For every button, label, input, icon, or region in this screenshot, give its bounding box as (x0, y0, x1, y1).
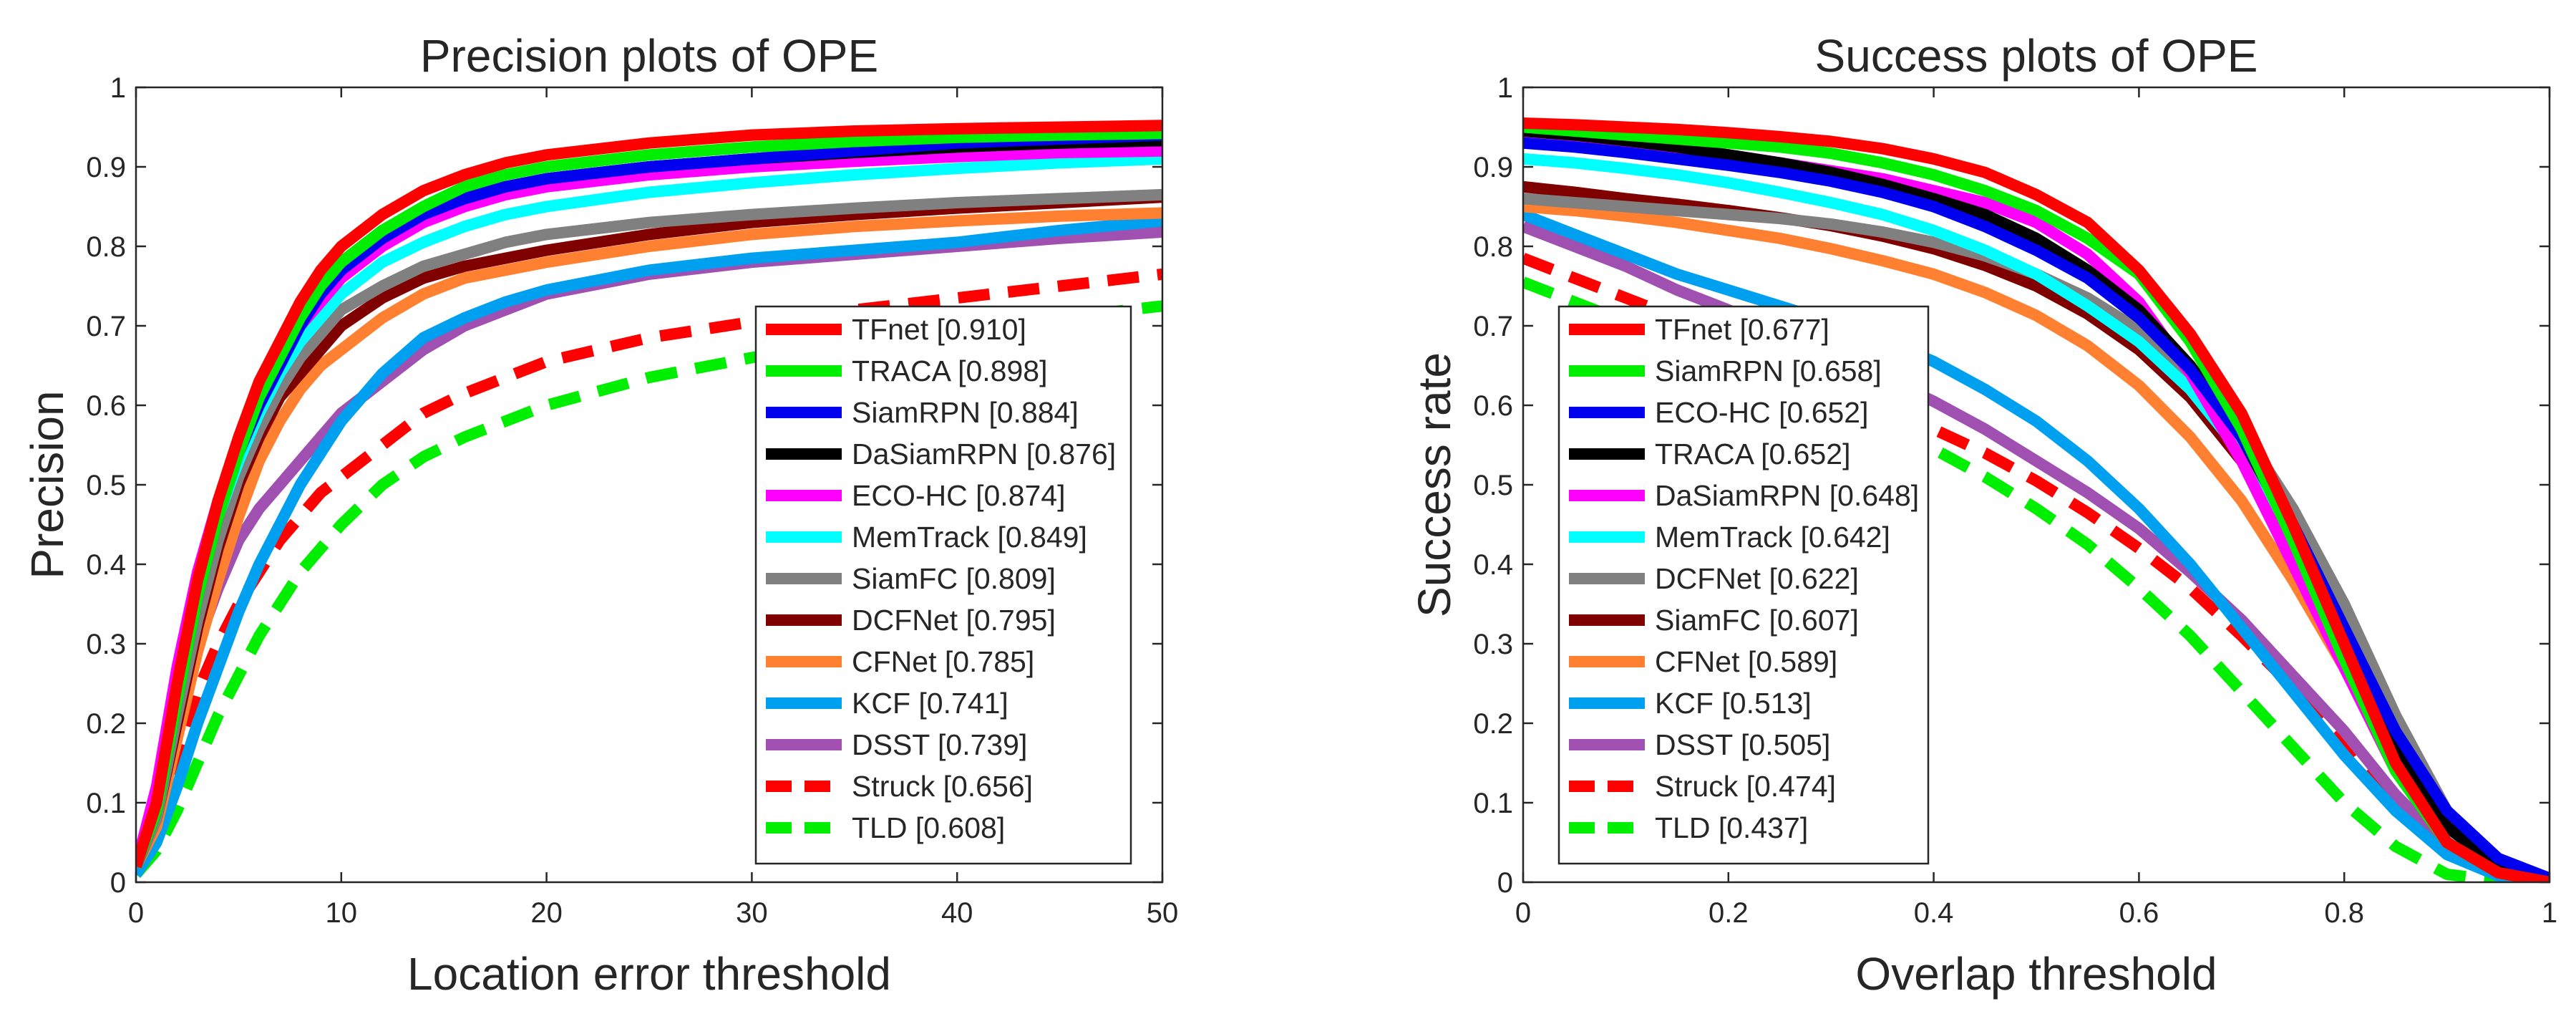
precision-y-tick-label: 0.6 (86, 390, 126, 422)
precision-legend-label-dasiamrpn: DaSiamRPN [0.876] (852, 438, 1116, 470)
precision-x-tick-label: 50 (1147, 897, 1179, 929)
precision-series-line-tfnet (136, 120, 1162, 869)
precision-legend-label-dsst: DSST [0.739] (852, 728, 1027, 761)
success-legend-label-cfnet: CFNet [0.589] (1655, 645, 1837, 678)
precision-y-tick-label: 0.2 (86, 708, 126, 740)
precision-legend-label-kcf: KCF [0.741] (852, 687, 1008, 720)
precision-chart: 0 10 20 30 40 50 0 0.1 0.2 0.3 0.4 0.5 0.6 0.7 0.8 0.9 1… (21, 30, 1178, 1000)
success-legend-label-memtrack: MemTrack [0.642] (1655, 521, 1890, 554)
success-legend-label-siamrpn: SiamRPN [0.658] (1655, 354, 1882, 387)
precision-legend-label-cfnet: CFNet [0.785] (852, 645, 1034, 678)
success-series-line-eco-hc (1523, 137, 2550, 882)
success-y-tick-label: 1 (1497, 72, 1513, 104)
precision-y-tick-label: 0.7 (86, 311, 126, 342)
success-legend-label-tld: TLD [0.437] (1655, 811, 1808, 844)
precision-chart-title: Precision plots of OPE (420, 30, 878, 82)
precision-y-tick-label: 0.8 (86, 231, 126, 263)
precision-y-tick-label: 0.5 (86, 470, 126, 501)
precision-x-tick-label: 0 (128, 897, 144, 929)
precision-x-tick-label: 30 (736, 897, 768, 929)
success-legend-label-tfnet: TFnet [0.677] (1655, 313, 1829, 346)
success-x-tick-label: 1 (2542, 897, 2557, 929)
success-legend-label-eco-hc: ECO-HC [0.652] (1655, 396, 1869, 429)
success-x-tick-label: 0.2 (1709, 897, 1749, 929)
precision-legend-label-siamrpn: SiamRPN [0.884] (852, 396, 1079, 429)
success-y-tick-label: 0.1 (1473, 788, 1513, 819)
precision-x-tick-label: 20 (530, 897, 563, 929)
success-x-tick-label: 0.8 (2324, 897, 2364, 929)
success-x-tick-label: 0 (1515, 897, 1531, 929)
precision-x-tick-label: 10 (326, 897, 358, 929)
precision-legend-label-siamfc: SiamFC [0.809] (852, 562, 1056, 595)
precision-legend: TFnet [0.910] TRACA [0.898] SiamRPN [0.884… (754, 305, 1132, 865)
success-series-line-kcf (1523, 209, 2550, 882)
precision-legend-label-tfnet: TFnet [0.910] (852, 313, 1026, 346)
success-y-tick-label: 0.3 (1473, 629, 1513, 660)
precision-series-line-siamfc (136, 188, 1162, 869)
success-legend-box (1557, 305, 1930, 865)
precision-y-axis-label: Precision (21, 390, 73, 579)
precision-legend-label-memtrack: MemTrack [0.849] (852, 521, 1087, 554)
success-y-axis-label: Success rate (1409, 352, 1460, 617)
success-chart: 0 0.2 0.4 0.6 0.8 1 0 0.1 0.2 0.3 0.4 0.5 0.6 0.7 0.8 0… (1409, 30, 2557, 1000)
precision-legend-label-dcfnet: DCFNet [0.795] (852, 604, 1056, 637)
precision-x-tick-label: 40 (941, 897, 973, 929)
success-x-tick-label: 0.4 (1914, 897, 1954, 929)
success-series-line-tld (1523, 276, 2550, 882)
precision-series-line-cfnet (136, 207, 1162, 869)
success-legend-label-dsst: DSST [0.505] (1655, 728, 1830, 761)
precision-y-tick-label: 0 (110, 867, 126, 899)
precision-legend-label-struck: Struck [0.656] (852, 770, 1033, 803)
success-legend-label-siamfc: SiamFC [0.607] (1655, 604, 1859, 637)
success-y-tick-label: 0.7 (1473, 311, 1513, 342)
precision-legend-label-traca: TRACA [0.898] (852, 354, 1047, 387)
success-series-group (1523, 117, 2550, 882)
precision-x-axis-label: Location error threshold (407, 948, 891, 1000)
success-legend-label-dcfnet: DCFNet [0.622] (1655, 562, 1859, 595)
precision-legend-label-eco-hc: ECO-HC [0.874] (852, 479, 1066, 512)
precision-series-line-struck (136, 268, 1162, 870)
precision-legend-box (754, 305, 1132, 865)
success-y-tick-label: 0.2 (1473, 708, 1513, 740)
success-x-tick-label: 0.6 (2119, 897, 2159, 929)
success-series-line-tfnet (1523, 117, 2550, 882)
precision-y-tick-label: 0.3 (86, 629, 126, 660)
success-y-tick-label: 0.8 (1473, 231, 1513, 263)
precision-y-tick-label: 1 (110, 72, 126, 104)
precision-y-tick-label: 0.9 (86, 152, 126, 183)
success-y-tick-label: 0.4 (1473, 549, 1513, 581)
success-y-tick-label: 0.5 (1473, 470, 1513, 501)
success-legend-label-kcf: KCF [0.513] (1655, 687, 1812, 720)
success-x-axis-label: Overlap threshold (1855, 948, 2217, 1000)
success-y-tick-label: 0.9 (1473, 152, 1513, 183)
precision-legend-label-tld: TLD [0.608] (852, 811, 1005, 844)
success-y-tick-label: 0 (1497, 867, 1513, 899)
precision-y-tick-label: 0.4 (86, 549, 126, 581)
success-legend-label-traca: TRACA [0.652] (1655, 438, 1850, 470)
success-y-tick-label: 0.6 (1473, 390, 1513, 422)
success-chart-title: Success plots of OPE (1815, 30, 2258, 82)
success-legend-label-dasiamrpn: DaSiamRPN [0.648] (1655, 479, 1919, 512)
success-legend-label-struck: Struck [0.474] (1655, 770, 1836, 803)
precision-y-tick-label: 0.1 (86, 788, 126, 819)
precision-series-line-kcf (136, 215, 1162, 878)
success-series-line-dsst (1523, 221, 2550, 882)
precision-series-group (136, 120, 1162, 879)
success-legend: TFnet [0.677] SiamRPN [0.658] ECO-HC [0.65… (1557, 305, 1930, 865)
